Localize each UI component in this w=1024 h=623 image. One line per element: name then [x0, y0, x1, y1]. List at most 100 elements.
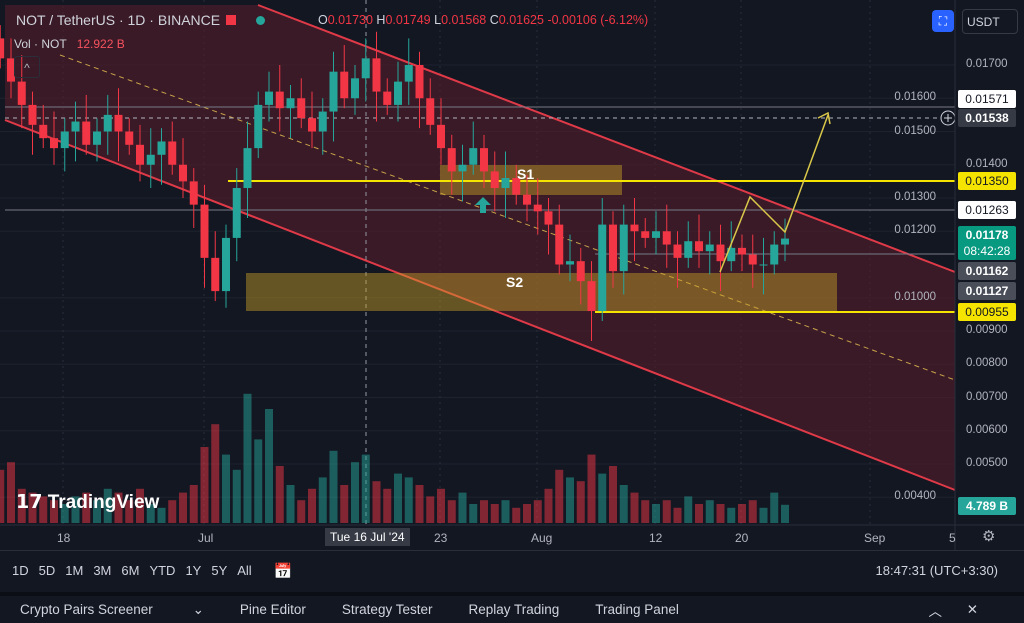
volume-bar	[275, 466, 284, 523]
volume-bar	[114, 492, 123, 523]
candle	[50, 138, 58, 149]
interval-5d[interactable]: 5D	[38, 563, 56, 578]
price-tick: 0.00800	[966, 357, 1008, 370]
price-tick: 0.00700	[966, 390, 1008, 403]
volume-bar	[480, 500, 488, 523]
price-tick: 0.01600	[894, 91, 936, 104]
candle	[340, 71, 349, 99]
price-tick: 0.01200	[894, 224, 936, 237]
volume-bar	[469, 504, 478, 523]
interval-1d[interactable]: 1D	[12, 563, 29, 578]
price-label-1571: 0.01571	[958, 90, 1016, 108]
settings-gear-icon[interactable]: ⚙	[982, 528, 996, 545]
volume-bar	[447, 500, 456, 523]
interval-1y[interactable]: 1Y	[185, 563, 202, 578]
volume-bar	[544, 488, 553, 523]
volume-bar	[103, 488, 112, 523]
channel-mid-line	[59, 54, 956, 381]
volume-bar	[232, 469, 241, 523]
close-panel-icon[interactable]: ✕	[966, 601, 978, 617]
auto-scale-button[interactable]: ⛶	[932, 10, 954, 32]
interval-3m[interactable]: 3M	[93, 563, 112, 578]
volume-bar	[243, 393, 252, 523]
volume-bar	[727, 507, 736, 523]
candle	[372, 58, 381, 92]
crosshair-price-label: 0.01538	[958, 109, 1016, 127]
time-tick: 5	[949, 531, 956, 545]
volume-bar	[361, 454, 370, 523]
time-tick: 18	[57, 531, 71, 545]
volume-bar	[662, 500, 671, 523]
candle	[383, 91, 392, 105]
tab-strategy-tester[interactable]: Strategy Tester	[341, 602, 433, 617]
interval-6m[interactable]: 6M	[121, 563, 140, 578]
flag-icon[interactable]	[226, 15, 237, 25]
volume-bar	[394, 473, 402, 523]
tab-pine-editor[interactable]: Pine Editor	[239, 602, 306, 617]
last-price-label: 0.01178 08:42:28	[958, 226, 1016, 260]
channel-upper-line	[257, 4, 956, 273]
candle	[297, 98, 306, 119]
interval-5y[interactable]: 5Y	[211, 563, 228, 578]
projection-arrow-head	[817, 111, 831, 125]
candle	[157, 141, 166, 155]
volume-bar	[555, 469, 564, 523]
volume-bar	[308, 488, 316, 523]
candle	[189, 181, 198, 205]
candle	[404, 65, 413, 82]
collapse-legend-button[interactable]: ^	[14, 56, 40, 78]
price-tick: 0.01700	[966, 58, 1008, 70]
volume-bar	[738, 504, 746, 523]
clock[interactable]: 18:47:31 (UTC+3:30)	[875, 563, 998, 578]
interval-1m[interactable]: 1M	[65, 563, 84, 578]
time-tick: Sep	[864, 531, 886, 545]
candle	[28, 104, 37, 125]
volume-bar	[0, 469, 5, 523]
candle	[469, 148, 478, 165]
candle	[168, 141, 177, 165]
tab-trading-panel[interactable]: Trading Panel	[595, 602, 679, 617]
candle	[254, 104, 263, 149]
zone-s2	[246, 273, 837, 311]
volume-bar	[415, 485, 424, 523]
candle	[512, 178, 521, 195]
currency-select[interactable]: USDT	[962, 9, 1018, 34]
ohlc-readout: O0.01730 H0.01749 L0.01568 C0.01625 -0.0…	[318, 13, 649, 27]
interval-all[interactable]: All	[237, 563, 252, 578]
symbol-title[interactable]: NOT / TetherUS · 1D · BINANCE	[16, 12, 221, 28]
price-label-1127: 0.01127	[958, 282, 1016, 300]
volume-bar	[533, 500, 542, 523]
candle	[662, 231, 671, 245]
candle	[619, 224, 628, 272]
candle	[523, 194, 531, 205]
candle	[308, 118, 316, 132]
candle	[587, 281, 596, 312]
candle	[576, 261, 585, 282]
volume-bar	[598, 473, 607, 523]
volume-bar	[28, 492, 37, 523]
candle	[566, 261, 574, 265]
candle	[82, 121, 91, 145]
candle	[125, 131, 134, 145]
volume-bar	[71, 496, 80, 523]
symbol-header[interactable]: NOT / TetherUS · 1D · BINANCE	[16, 12, 266, 28]
volume-bar	[490, 504, 499, 523]
maximize-panel-icon[interactable]: ︿	[928, 603, 943, 619]
volume-bar	[265, 409, 273, 523]
candle	[243, 148, 252, 189]
volume-bar	[576, 481, 585, 523]
price-chart[interactable]	[0, 0, 1024, 550]
tab-replay-trading[interactable]: Replay Trading	[468, 602, 560, 617]
date-range-icon[interactable]: 📅	[273, 562, 293, 580]
price-label-1350: 0.01350	[958, 172, 1016, 190]
candle	[361, 58, 370, 79]
interval-ytd[interactable]: YTD	[149, 563, 176, 578]
candle	[684, 241, 693, 258]
time-tick: Aug	[531, 531, 553, 545]
tab-crypto-pairs-screener[interactable]: Crypto Pairs Screener ⌄	[20, 601, 204, 617]
candle	[71, 121, 80, 132]
descending-channel-fill	[5, 5, 955, 490]
volume-bar	[60, 504, 69, 523]
volume-bar	[136, 488, 144, 523]
volume-bar	[7, 462, 15, 523]
